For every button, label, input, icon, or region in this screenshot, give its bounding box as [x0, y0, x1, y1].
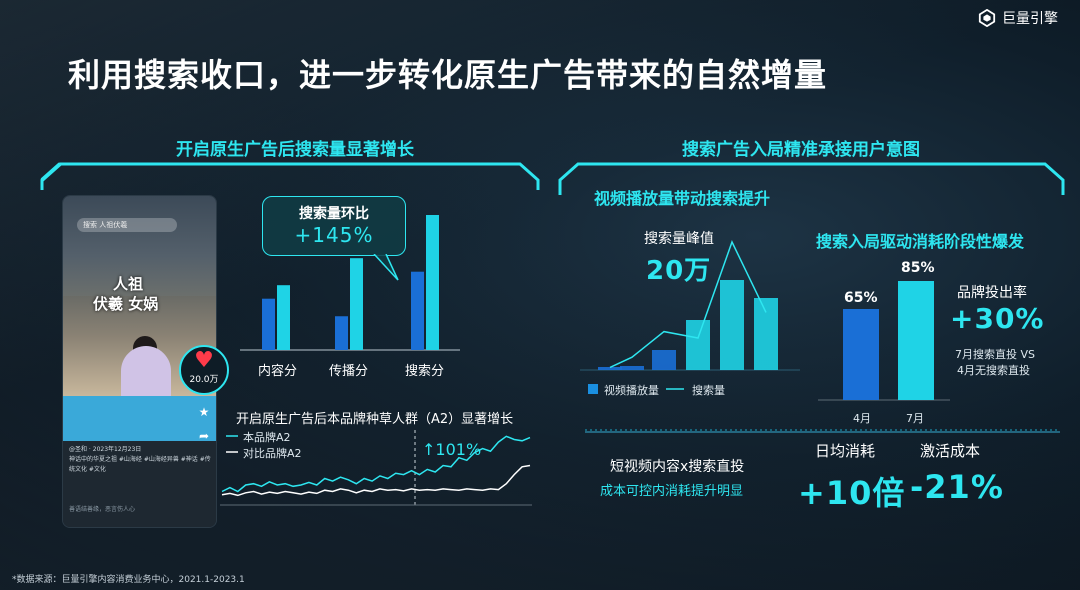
left-section-title: 开启原生广告后搜索量显著增长: [176, 140, 414, 160]
video-chart-title: 视频播放量带动搜索提升: [594, 189, 771, 208]
phone-comment-input: 善语结善缘，恶言伤人心: [69, 506, 136, 513]
video-play-bar: [620, 366, 644, 370]
bar-category-label: 7月: [906, 412, 924, 425]
star-icon: ★: [198, 405, 210, 419]
page-title: 利用搜索收口，进一步转化原生广告带来的自然增量: [68, 56, 828, 94]
bar-category-label: 4月: [853, 412, 871, 425]
metric-2-label: 激活成本: [920, 442, 981, 460]
video-play-bar: [686, 320, 710, 370]
metric-2-value: -21%: [910, 468, 1004, 506]
phone-author: @圣和 · 2023年12月23日: [69, 446, 142, 453]
line-annotation: ↑101%: [422, 440, 482, 459]
score-category-label: 搜索分: [405, 364, 445, 379]
phone-date: 2023年12月23日: [92, 446, 142, 453]
metric-1-value: +10倍: [798, 474, 906, 512]
phone-side-icons: ★ ➦: [196, 400, 212, 448]
spend-bar: [898, 281, 934, 400]
legend-video-swatch: [588, 384, 598, 394]
score-bar-light: [426, 215, 439, 350]
share-icon: ➦: [198, 429, 210, 443]
bubble-value: +145%: [294, 223, 374, 247]
likes-badge: ♥ 20.0万: [179, 345, 229, 395]
phone-author-name: @圣和: [69, 446, 88, 453]
peak-label: 搜索量峰值: [644, 231, 714, 247]
score-bar-dark: [335, 316, 348, 350]
phone-caption-area: @圣和 · 2023年12月23日 神话中的华夏之祖 #山海经 #山海经异兽 #…: [63, 441, 216, 527]
legend-own-brand: 本品牌A2: [243, 431, 291, 444]
score-category-label: 传播分: [329, 364, 369, 379]
poster-text-line2: 伏羲 女娲: [93, 295, 159, 313]
bar-value-label: 65%: [844, 290, 878, 306]
phone-blue-band: [63, 396, 216, 441]
phone-caption: 神话中的华夏之祖 #山海经 #山海经异兽 #神话 #传统文化 #文化: [69, 456, 211, 473]
search-growth-bubble: 搜索量环比 +145%: [262, 196, 406, 256]
legend-search: 搜索量: [692, 384, 725, 397]
score-bar-light: [277, 285, 290, 350]
poster-text: 人祖 伏羲 女娲: [93, 274, 158, 314]
legend-video: 视频播放量: [604, 384, 659, 397]
line-chart-title: 开启原生广告后本品牌种草人群（A2）显著增长: [236, 412, 514, 427]
brand-name: 巨量引擎: [1002, 11, 1058, 27]
brand-rate-note-2: 4月无搜索直投: [957, 364, 1030, 377]
brand-rate-label: 品牌投出率: [957, 285, 1027, 301]
brand-logo: 巨量引擎: [978, 8, 1058, 28]
legend-compare-brand: 对比品牌A2: [243, 447, 302, 460]
brand-rate-note-1: 7月搜索直投 VS: [955, 348, 1036, 361]
bubble-label: 搜索量环比: [299, 206, 369, 222]
compare-brand-line: [221, 464, 531, 497]
bottom-label-1: 短视频内容x搜索直投: [610, 459, 745, 475]
heart-icon: ♥: [194, 348, 214, 373]
brand-logo-icon: [978, 9, 996, 27]
data-source-note: *数据来源：巨量引擎内容消费业务中心，2021.1-2023.1: [12, 575, 245, 585]
score-category-label: 内容分: [258, 364, 298, 379]
video-play-bar: [652, 350, 676, 370]
brand-rate-value: +30%: [950, 302, 1045, 335]
poster-text-line1: 人祖: [113, 275, 144, 293]
right-section-title: 搜索广告入局精准承接用户意图: [682, 140, 920, 160]
score-bar-dark: [411, 271, 424, 350]
bubble-tail: [373, 254, 399, 281]
phone-search-bar: 搜索 人祖伏羲: [77, 218, 177, 232]
video-play-bar: [754, 298, 778, 370]
bottom-label-2: 成本可控内消耗提升明显: [600, 484, 744, 499]
phone-video-top: 搜索 人祖伏羲: [63, 196, 216, 296]
peak-value: 20万: [646, 256, 712, 286]
bar-value-label: 85%: [901, 260, 935, 276]
metric-1-label: 日均消耗: [815, 442, 876, 460]
score-bar-light: [350, 258, 363, 350]
likes-count: 20.0万: [189, 375, 219, 385]
score-bar-dark: [262, 298, 275, 350]
video-play-bar: [598, 367, 622, 370]
spend-chart-title: 搜索入局驱动消耗阶段性爆发: [816, 232, 1025, 251]
presenter-body: [121, 346, 171, 401]
spend-bar: [843, 309, 879, 400]
own-brand-line: [221, 435, 531, 493]
search-volume-line: [609, 240, 767, 369]
video-play-bar: [720, 280, 744, 370]
